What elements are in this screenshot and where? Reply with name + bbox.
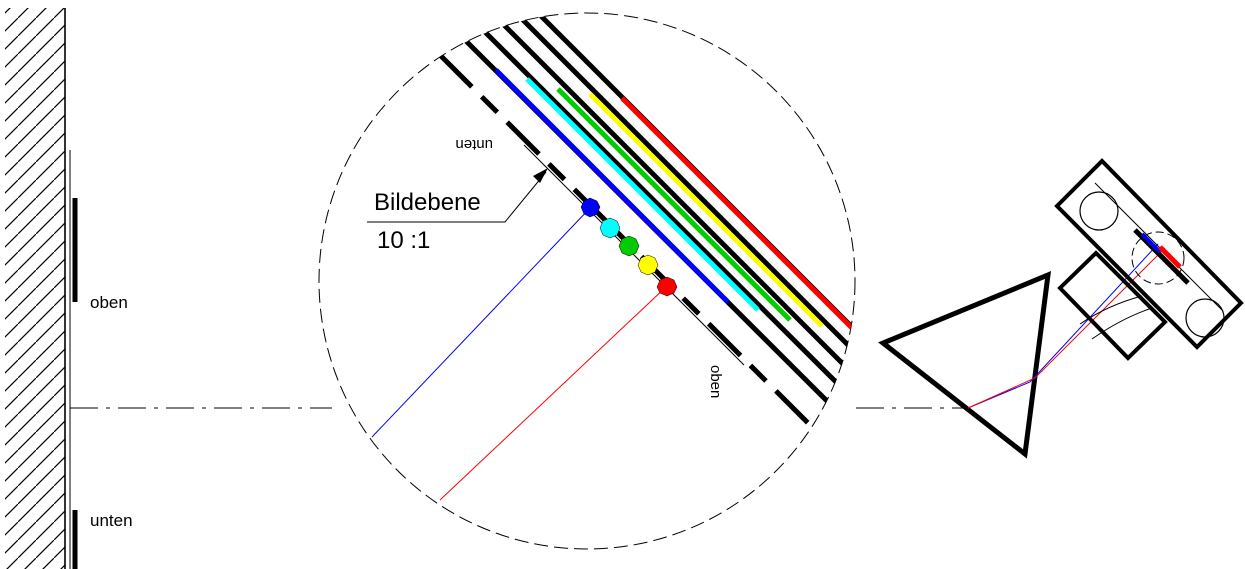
ray-blue bbox=[371, 206, 592, 438]
label-unten: unten bbox=[90, 511, 133, 530]
image-plane-line bbox=[523, 144, 745, 366]
stripe-cyan bbox=[525, 77, 760, 312]
focal-point-green bbox=[618, 235, 640, 257]
focal-point-red bbox=[656, 276, 678, 297]
ray-red bbox=[439, 285, 668, 501]
stripe-green bbox=[556, 87, 792, 322]
label-oben: oben bbox=[90, 293, 128, 312]
scale-label: 10 :1 bbox=[377, 227, 430, 254]
detail-label-oben: oben bbox=[707, 365, 724, 398]
prism-ray-blue bbox=[967, 243, 1159, 409]
prism bbox=[878, 271, 1052, 459]
camera-sensor-red bbox=[1158, 245, 1182, 269]
camera bbox=[1054, 158, 1244, 350]
focal-point-yellow bbox=[637, 254, 659, 276]
prism-ray-red bbox=[967, 247, 1166, 409]
camera-sensor-blue bbox=[1140, 232, 1162, 254]
camera-inner-line bbox=[1094, 182, 1223, 311]
detail-view bbox=[371, 13, 855, 501]
camera-detail-circle bbox=[1131, 231, 1185, 285]
detail-label-unten: unten bbox=[455, 136, 493, 153]
camera-roller-top bbox=[1079, 191, 1119, 231]
lens-element bbox=[1079, 295, 1153, 340]
focal-point-cyan bbox=[599, 217, 621, 239]
stripe-black-2 bbox=[482, 29, 848, 394]
focal-points bbox=[580, 197, 678, 297]
camera-sensor bbox=[1133, 228, 1190, 285]
focal-point-blue bbox=[580, 197, 601, 218]
leader-arrowhead bbox=[533, 168, 548, 183]
wall-hatching bbox=[5, 8, 65, 569]
image-plane-dashed bbox=[438, 53, 832, 447]
camera-roller-bottom bbox=[1185, 298, 1225, 338]
lens-housing bbox=[1057, 250, 1168, 361]
bildebene-callout: Bildebene 10 :1 bbox=[367, 168, 548, 254]
stripe-black-4 bbox=[518, 15, 855, 357]
camera-body bbox=[1054, 158, 1244, 350]
detail-circle bbox=[318, 12, 856, 550]
stripe-blue bbox=[494, 68, 730, 304]
leader-line bbox=[367, 171, 547, 223]
wall bbox=[5, 8, 71, 569]
stripe-black-3 bbox=[500, 21, 855, 377]
stripe-yellow bbox=[588, 92, 824, 328]
stripe-red bbox=[620, 96, 855, 334]
bildebene-label: Bildebene bbox=[374, 189, 481, 216]
